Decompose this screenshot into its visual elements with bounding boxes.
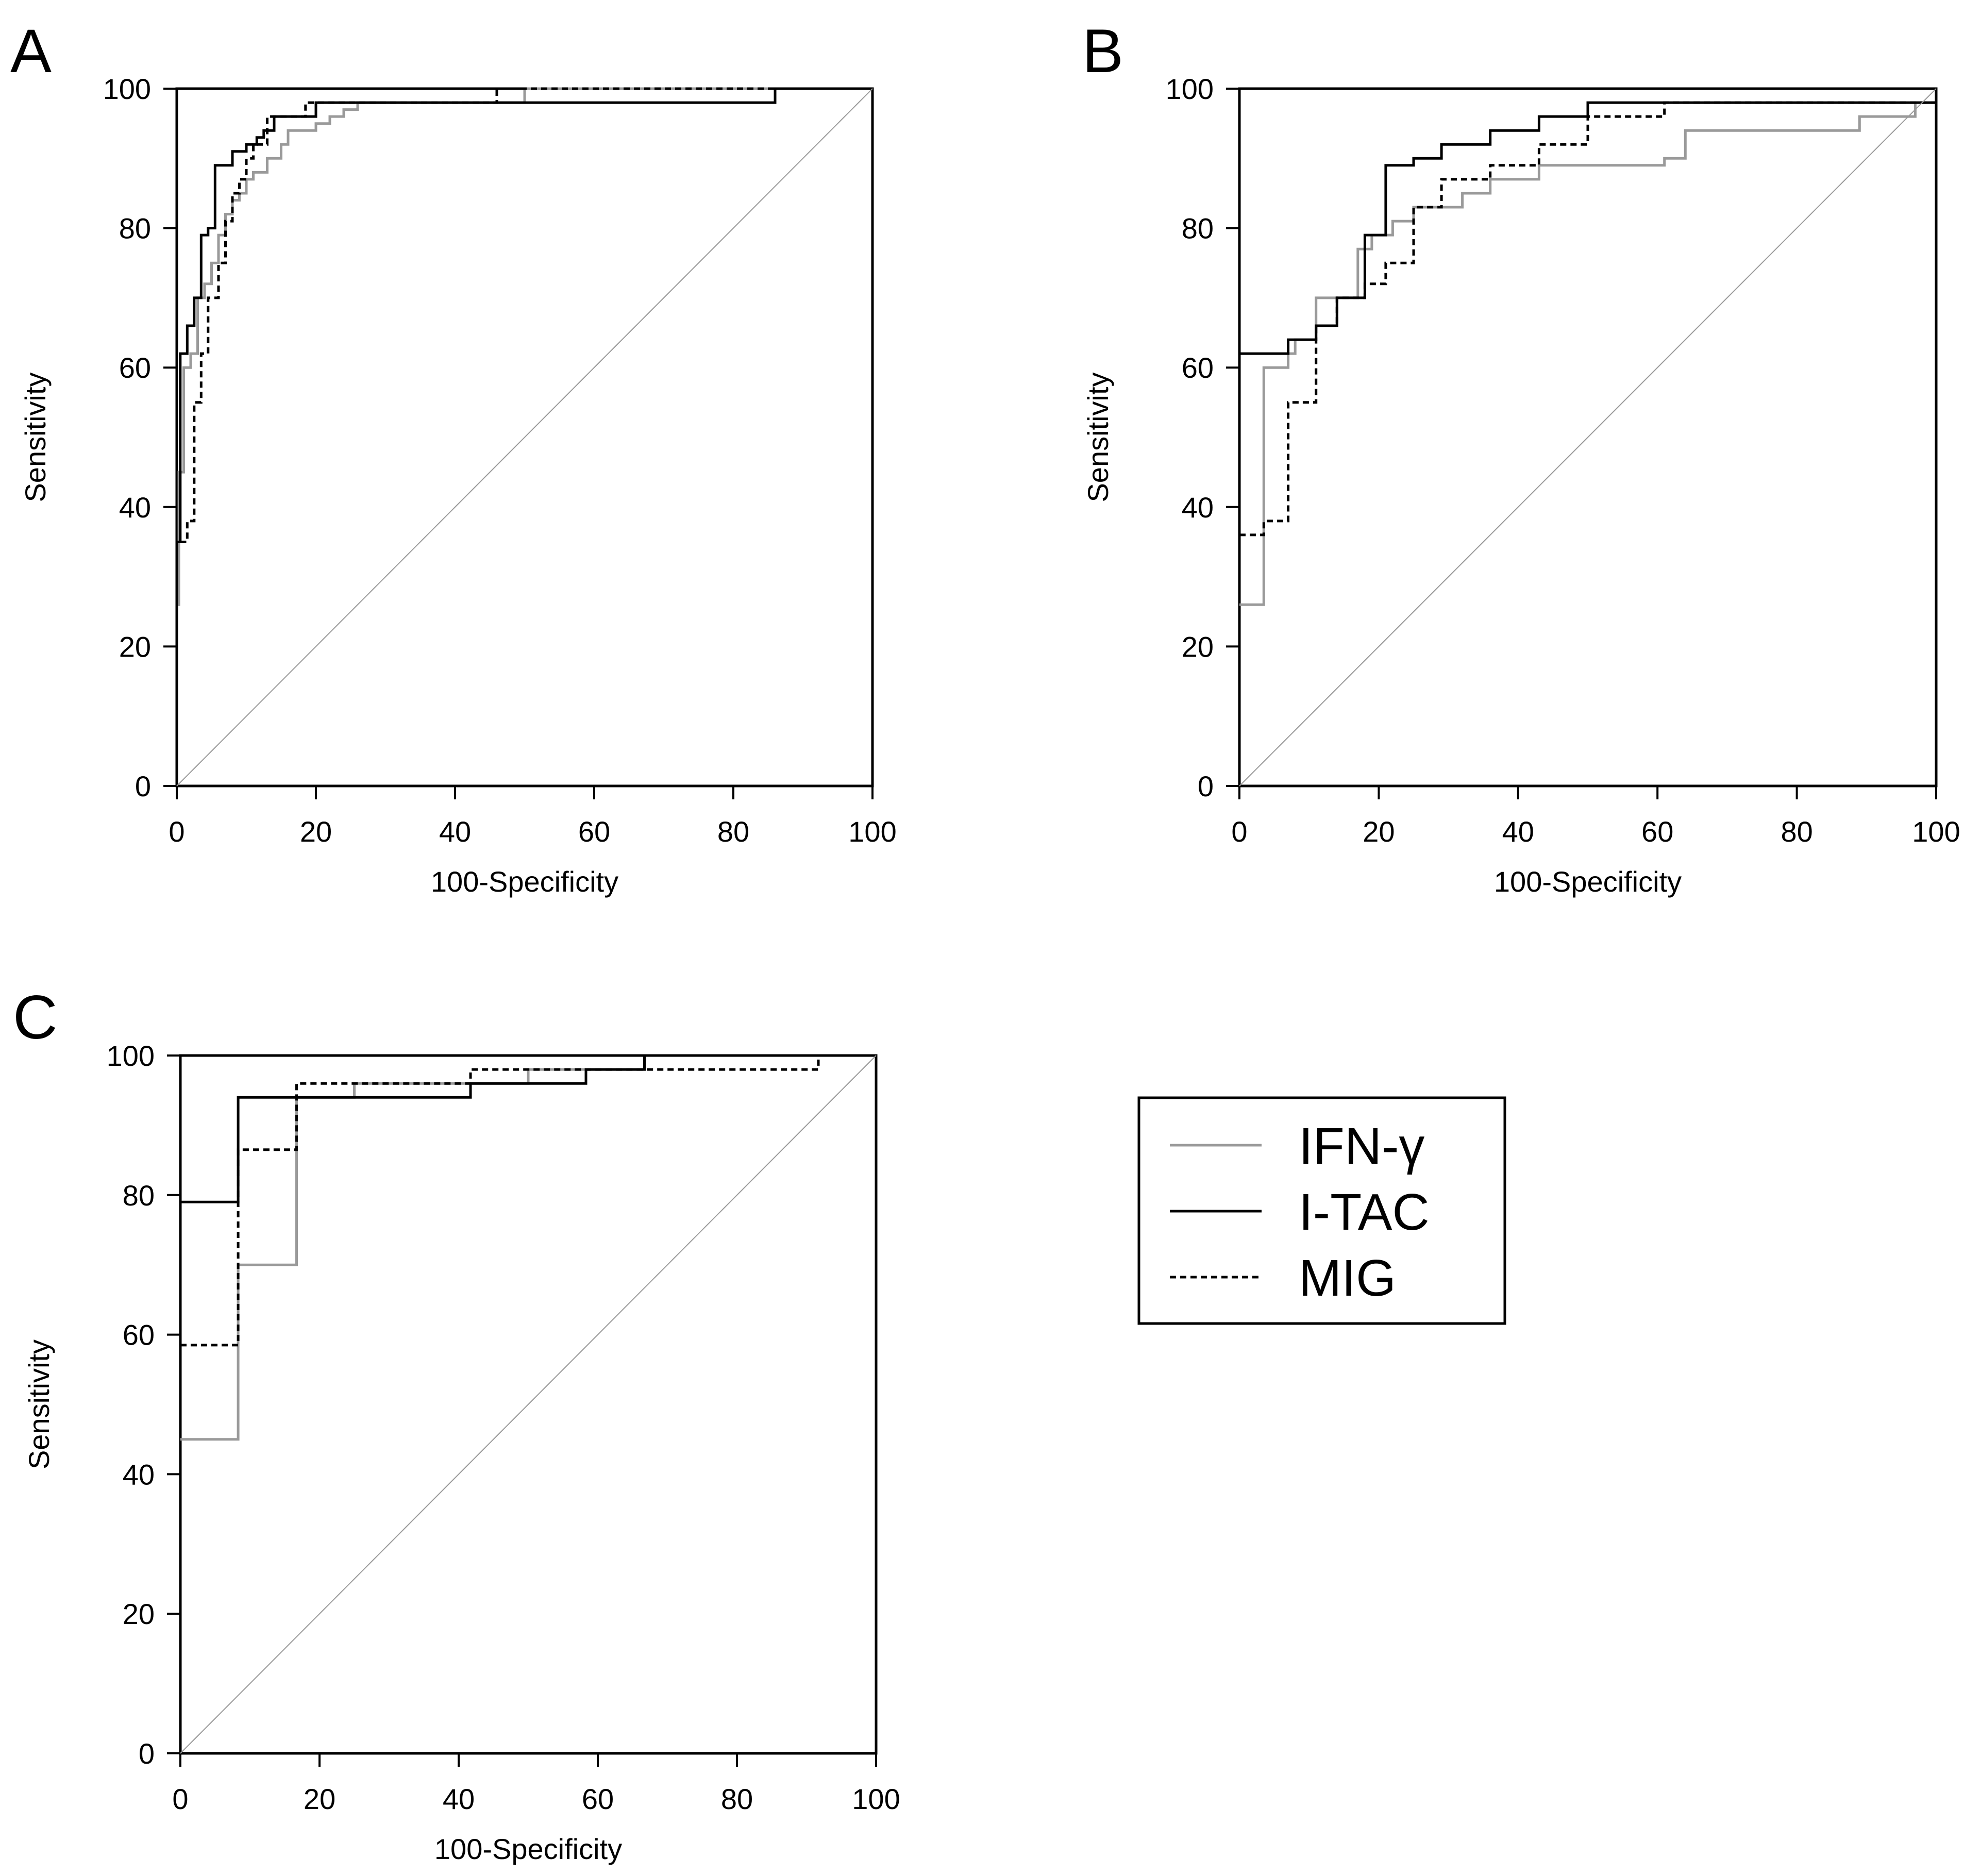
x-tick-label: 40 xyxy=(439,815,471,848)
x-tick-label: 60 xyxy=(582,1783,614,1815)
x-tick-label: 0 xyxy=(172,1783,188,1815)
x-tick-label: 0 xyxy=(169,815,184,848)
legend: IFN-γ I-TAC MIG xyxy=(1137,1096,1506,1325)
x-tick-label: 20 xyxy=(300,815,332,848)
y-tick-label: 80 xyxy=(1182,212,1214,245)
series-line-mig xyxy=(175,87,872,786)
y-tick-label: 60 xyxy=(1182,351,1214,384)
x-tick-label: 60 xyxy=(578,815,610,848)
series-line-mig xyxy=(180,1054,876,1347)
x-axis-label: 100-Specificity xyxy=(434,1833,622,1865)
y-tick-label: 60 xyxy=(119,351,151,384)
x-tick-label: 80 xyxy=(1781,815,1812,848)
reference-diagonal-line xyxy=(1239,88,1937,786)
plot-frame xyxy=(1238,87,1938,788)
x-tick-label: 60 xyxy=(1641,815,1673,848)
y-tick-label: 40 xyxy=(119,491,151,524)
legend-label-mig: MIG xyxy=(1299,1249,1396,1307)
y-axis-label: Sensitivity xyxy=(23,1339,55,1469)
x-tick-label: 20 xyxy=(1363,815,1395,848)
y-tick-label: 0 xyxy=(139,1737,155,1770)
panel-label: A xyxy=(10,16,52,86)
x-tick-label: 20 xyxy=(304,1783,335,1815)
y-tick-label: 20 xyxy=(1182,630,1214,663)
panel-label: C xyxy=(13,983,58,1052)
y-tick-label: 100 xyxy=(107,1040,155,1072)
series-line-ifn xyxy=(180,1054,876,1441)
y-tick-label: 0 xyxy=(135,770,151,802)
y-tick-label: 100 xyxy=(103,73,151,105)
roc-panel-b: B 0 20 40 60 80 100 0 20 40 60 80 100 100-Specificity… xyxy=(1082,16,1960,898)
y-tick-label: 20 xyxy=(119,630,151,663)
x-tick-label: 0 xyxy=(1231,815,1247,848)
reference-diagonal-line xyxy=(176,88,873,786)
legend-label-i-tac: I-TAC xyxy=(1299,1183,1430,1241)
x-tick-label: 100 xyxy=(1912,815,1960,848)
series-line-i-tac xyxy=(175,87,872,786)
x-axis-label: 100-Specificity xyxy=(431,865,618,898)
plot-frame xyxy=(179,1054,878,1755)
y-tick-label: 0 xyxy=(1198,770,1214,802)
y-tick-label: 60 xyxy=(123,1319,155,1351)
legend-label-ifn: IFN-γ xyxy=(1299,1117,1424,1175)
panel-label: B xyxy=(1082,16,1123,86)
series-line-ifn xyxy=(1239,89,1938,606)
y-tick-label: 40 xyxy=(123,1458,155,1490)
y-axis-label: Sensitivity xyxy=(1082,372,1114,502)
x-tick-label: 80 xyxy=(721,1783,753,1815)
reference-diagonal-line xyxy=(180,1055,877,1754)
x-tick-label: 80 xyxy=(717,815,749,848)
x-tick-label: 100 xyxy=(848,815,896,848)
y-tick-label: 80 xyxy=(123,1179,155,1212)
x-tick-label: 40 xyxy=(1502,815,1534,848)
y-tick-label: 100 xyxy=(1166,73,1214,105)
series-line-mig xyxy=(1239,101,1936,537)
x-tick-label: 100 xyxy=(852,1783,900,1815)
roc-panel-c: C 0 20 40 60 80 100 0 20 40 60 80 100 100-Specificity… xyxy=(13,983,900,1865)
y-axis-label: Sensitivity xyxy=(19,372,52,502)
y-tick-label: 40 xyxy=(1182,491,1214,524)
x-tick-label: 40 xyxy=(443,1783,475,1815)
x-axis-label: 100-Specificity xyxy=(1494,865,1682,898)
roc-panel-a: A 0 20 40 60 80 100 0 20 40 60 80 100 100-Specificity… xyxy=(10,16,897,898)
y-tick-label: 80 xyxy=(119,212,151,245)
y-tick-label: 20 xyxy=(123,1598,155,1630)
